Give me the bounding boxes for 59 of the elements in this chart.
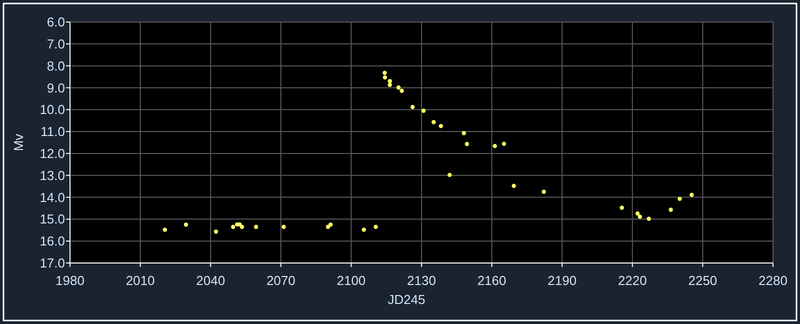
- point: [432, 120, 436, 124]
- point: [254, 224, 258, 229]
- y-tick-label: 10.0: [40, 102, 65, 118]
- point: [462, 130, 466, 136]
- y-tick-label: 8.0: [46, 58, 65, 74]
- x-tick-label: 2130: [407, 273, 436, 288]
- x-tick-label: 2220: [618, 273, 647, 288]
- point: [438, 124, 444, 128]
- point: [542, 190, 546, 194]
- point: [240, 224, 244, 229]
- point: [388, 82, 392, 87]
- x-tick-label: 2010: [126, 273, 155, 288]
- point: [184, 222, 188, 227]
- point: [400, 88, 404, 93]
- point: [492, 144, 497, 148]
- point: [502, 142, 506, 146]
- y-tick-label: 17.0: [40, 256, 65, 271]
- point: [374, 224, 378, 229]
- point: [230, 224, 236, 229]
- x-tick-label: 2160: [477, 273, 506, 288]
- y-tick-label: 16.0: [40, 234, 65, 249]
- y-tick-label: 11.0: [40, 124, 65, 140]
- point: [646, 216, 651, 221]
- x-tick-label: 2040: [196, 273, 226, 288]
- point: [396, 85, 401, 90]
- point: [448, 172, 452, 178]
- x-tick-label: 2250: [688, 273, 718, 288]
- x-tick-label: 2280: [758, 273, 788, 288]
- x-tick-label: 1980: [56, 273, 84, 288]
- point: [328, 222, 333, 227]
- x-tick-label: 2070: [266, 273, 296, 288]
- point: [638, 214, 642, 219]
- point: [620, 206, 624, 210]
- point: [464, 142, 470, 146]
- x-tick-label: 2190: [548, 273, 577, 288]
- y-tick-label: 12.0: [40, 146, 65, 162]
- point: [382, 70, 387, 75]
- point: [282, 224, 286, 229]
- y-tick-label: 9.0: [46, 80, 65, 96]
- x-tick-label: 2100: [336, 273, 366, 288]
- point: [388, 79, 392, 84]
- y-tick-label: 14.0: [40, 190, 65, 205]
- point: [690, 192, 694, 197]
- point: [362, 228, 366, 232]
- point: [214, 230, 218, 234]
- point: [410, 104, 415, 110]
- point: [512, 184, 516, 188]
- point: [678, 196, 682, 201]
- y-tick-label: 15.0: [40, 212, 65, 227]
- y-tick-label: 6.0: [46, 14, 65, 30]
- y-axis-title: Mv: [11, 133, 26, 152]
- point: [422, 108, 426, 113]
- y-tick-label: 13.0: [40, 168, 65, 183]
- point: [162, 228, 168, 232]
- point: [382, 75, 388, 80]
- x-axis-title: JD245: [388, 292, 426, 307]
- point: [668, 208, 673, 212]
- y-tick-label: 7.0: [46, 36, 65, 52]
- point: [635, 211, 640, 216]
